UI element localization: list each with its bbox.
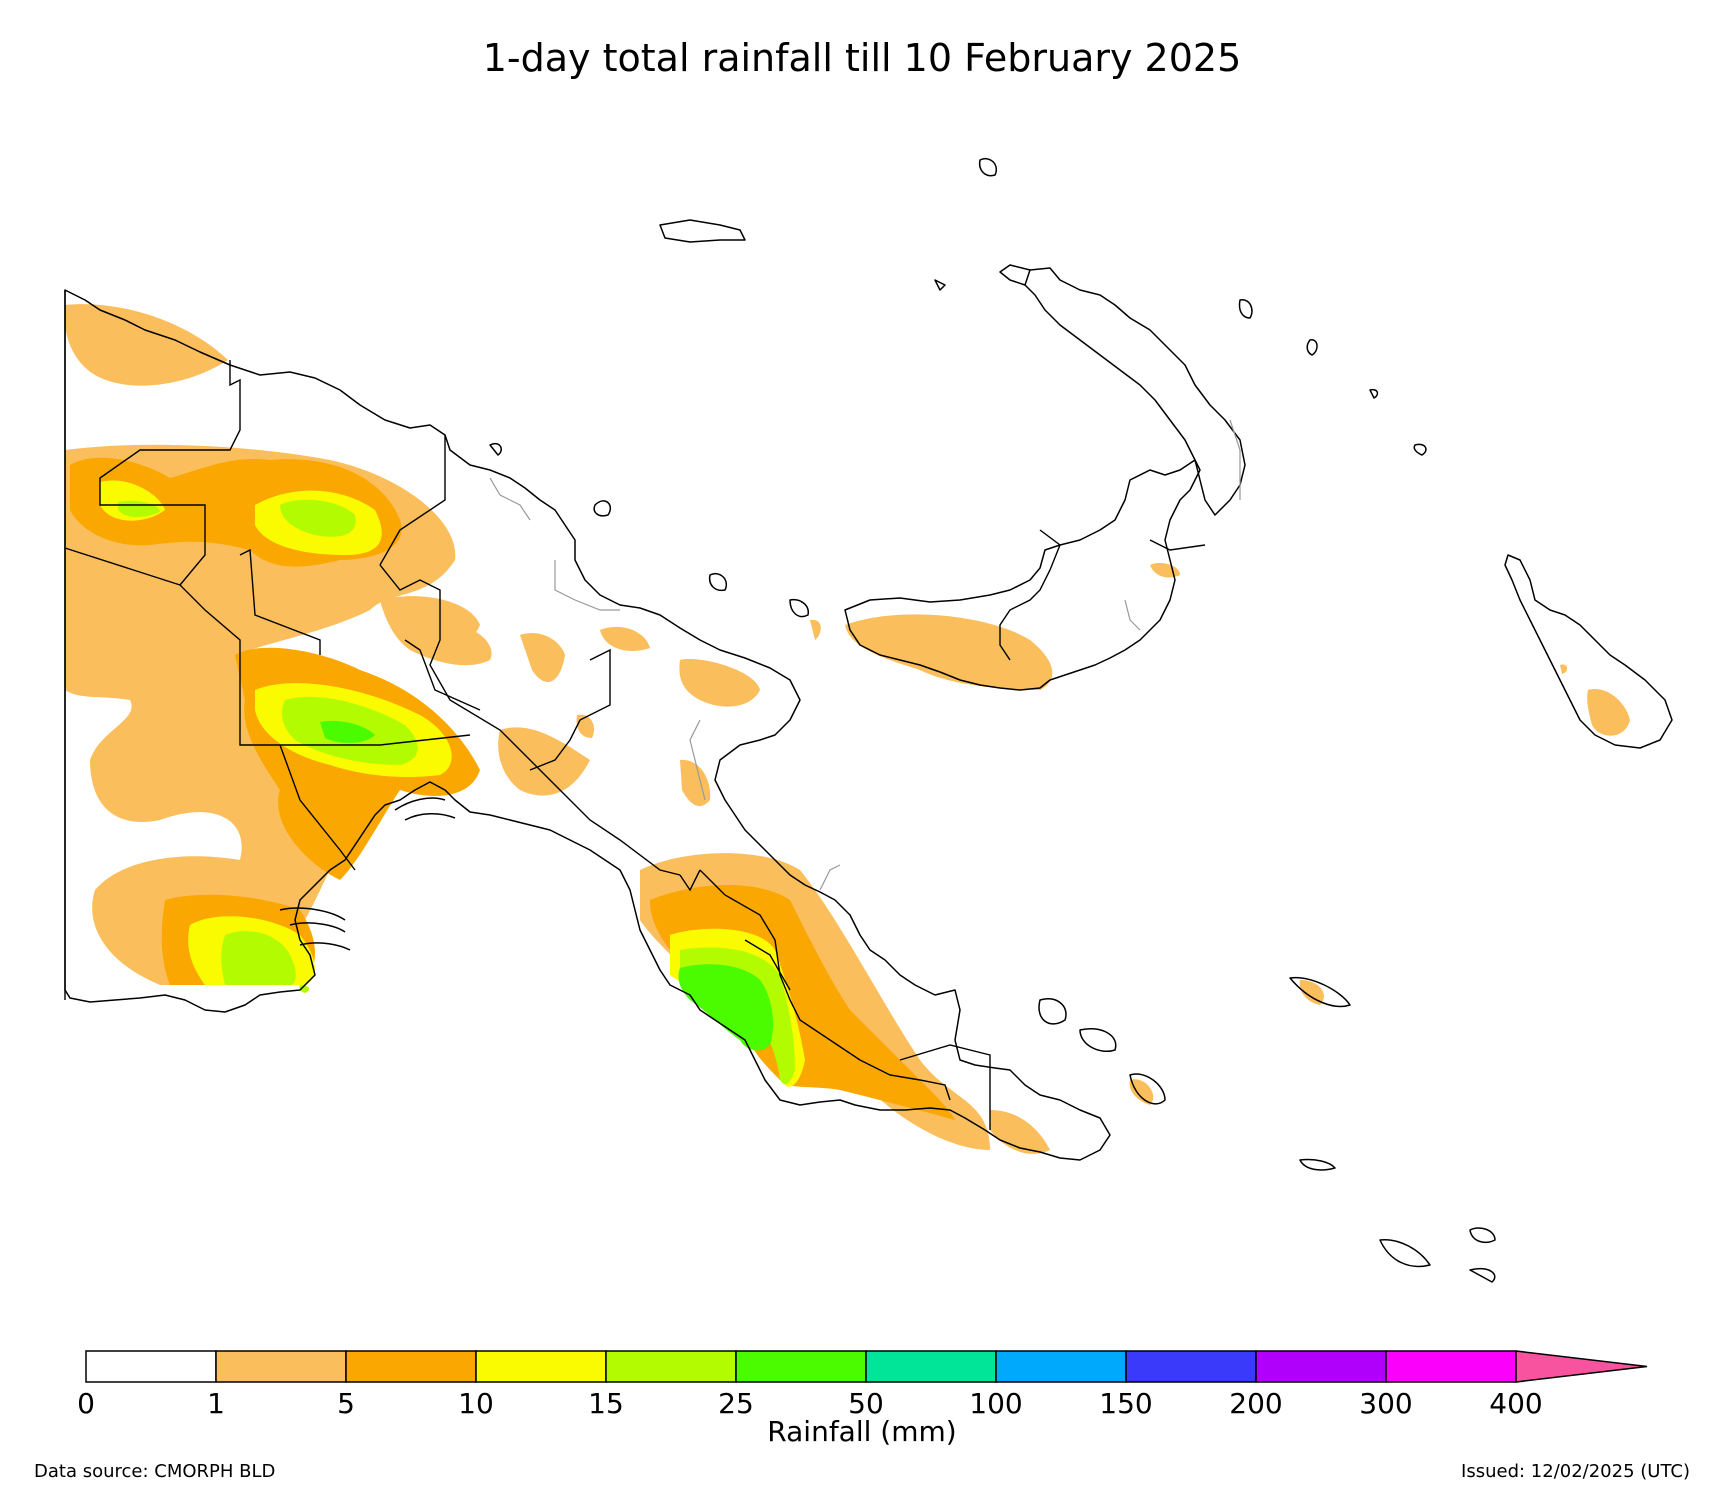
colorbar-segment (1255, 1350, 1387, 1383)
colorbar-tick-label: 25 (718, 1387, 754, 1420)
rainfall-shading (64, 304, 1630, 1154)
coastlines (64, 158, 1673, 1283)
colorbar-segment (865, 1350, 997, 1383)
colorbar-tick-label: 5 (337, 1387, 355, 1420)
colorbar-segment (215, 1350, 347, 1383)
colorbar-tick-label: 200 (1229, 1387, 1283, 1420)
colorbar-tick-label: 50 (848, 1387, 884, 1420)
map-title: 1-day total rainfall till 10 February 20… (482, 36, 1242, 80)
colorbar-tick-label: 15 (588, 1387, 624, 1420)
colorbar-extension-arrow (1515, 1350, 1648, 1383)
province-boundaries (64, 290, 1206, 1130)
colorbar-segment (1125, 1350, 1257, 1383)
colorbar-tick-label: 400 (1489, 1387, 1543, 1420)
colorbar-segment (735, 1350, 867, 1383)
data-source: Data source: CMORPH BLD (34, 1461, 276, 1482)
inland-water-lines (489, 419, 1241, 891)
colorbar-tick-label: 100 (969, 1387, 1023, 1420)
colorbar-segment (1385, 1350, 1517, 1383)
colorbar-segment (995, 1350, 1127, 1383)
colorbar-tick-label: 1 (207, 1387, 225, 1420)
colorbar (85, 1350, 1648, 1383)
colorbar-label: Rainfall (mm) (767, 1415, 957, 1448)
colorbar-segment (605, 1350, 737, 1383)
colorbar-segment (345, 1350, 477, 1383)
colorbar-segment (475, 1350, 607, 1383)
colorbar-tick-label: 300 (1359, 1387, 1413, 1420)
colorbar-tick-label: 150 (1099, 1387, 1153, 1420)
colorbar-tick-label: 10 (458, 1387, 494, 1420)
colorbar-tick-label: 0 (77, 1387, 95, 1420)
issued-date: Issued: 12/02/2025 (UTC) (1461, 1461, 1690, 1482)
colorbar-segment (85, 1350, 217, 1383)
